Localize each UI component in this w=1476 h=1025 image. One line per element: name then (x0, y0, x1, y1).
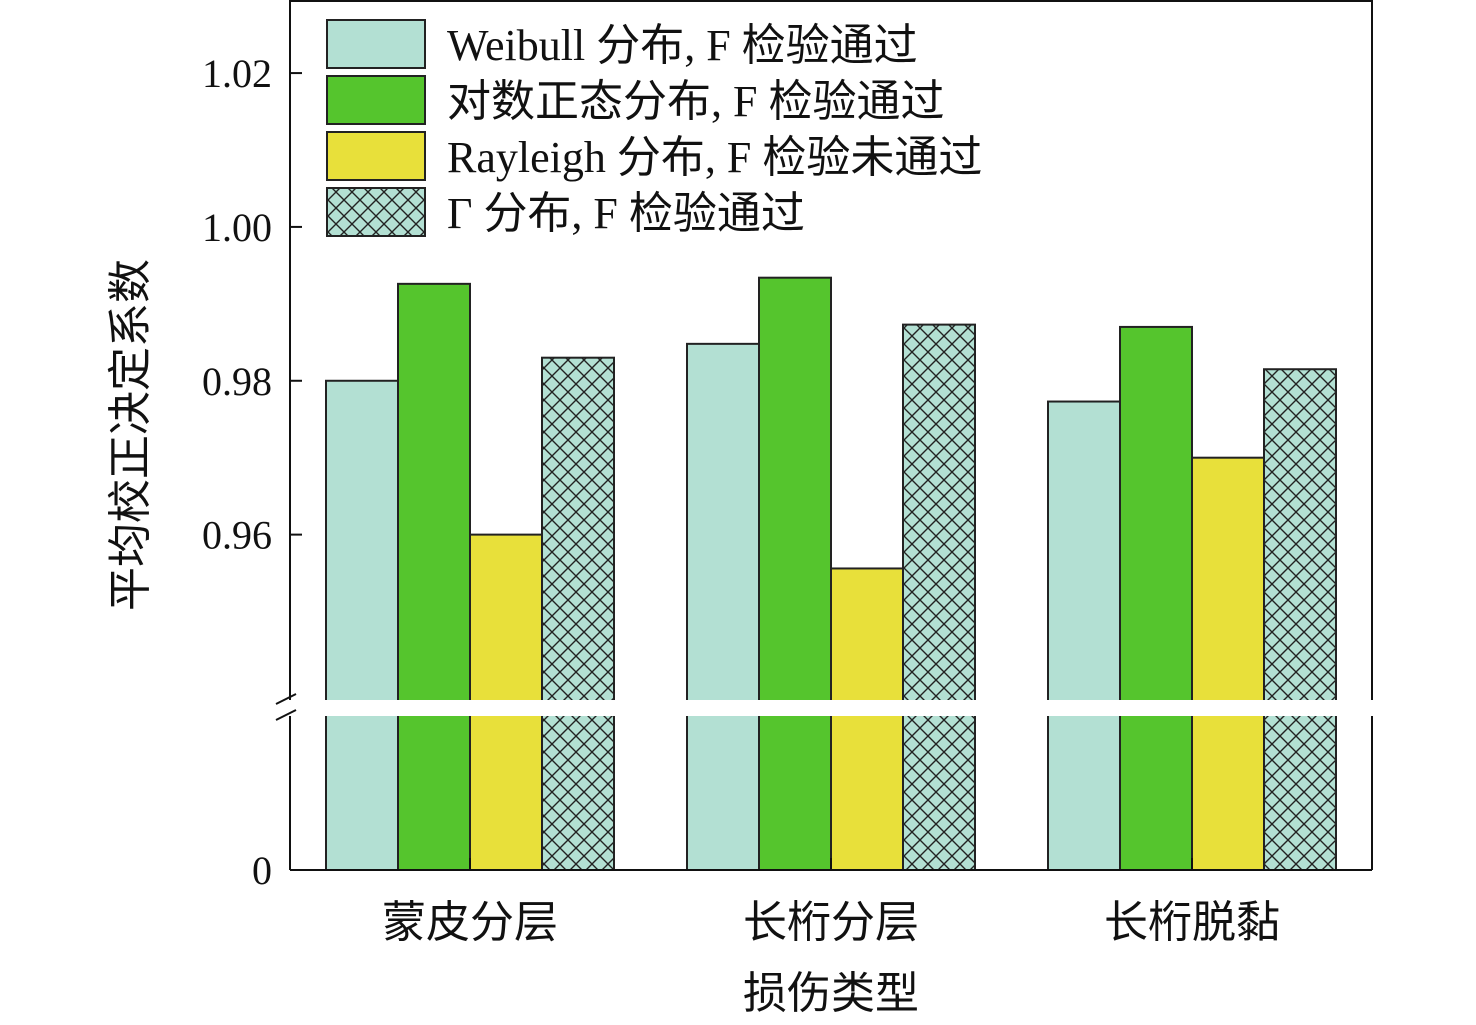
x-axis-title: 损伤类型 (743, 968, 919, 1019)
bars-layer (289, 276, 1373, 872)
bar-2-3 (1119, 325, 1193, 871)
y-tick-label: 1.02 (202, 51, 272, 96)
bar-1-2 (686, 342, 760, 872)
legend-label-4: Γ 分布, F 检验通过 (447, 189, 805, 238)
axis-break-gap (289, 700, 1373, 716)
y-tick-label: 0.98 (202, 359, 272, 404)
bar-3-3 (1191, 456, 1265, 871)
bar-4-2 (902, 323, 976, 872)
legend-label-3: Rayleigh 分布, F 检验未通过 (447, 133, 982, 182)
x-tick-label: 蒙皮分层 (382, 897, 558, 948)
bar-2-2 (758, 276, 832, 871)
legend-swatch-3 (326, 131, 426, 181)
x-tick-label: 长桁脱黏 (1104, 897, 1280, 948)
legend-label-2: 对数正态分布, F 检验通过 (447, 77, 944, 126)
bar-1-1 (325, 379, 399, 871)
x-tick-label: 长桁分层 (743, 897, 919, 948)
legend-swatch-4 (326, 187, 426, 237)
y-tick-label: 0.96 (202, 513, 272, 558)
legend-swatch-1 (326, 19, 426, 69)
y-axis-title: 平均校正决定系数 (105, 259, 156, 611)
bar-2-1 (397, 282, 471, 872)
bar-4-1 (541, 356, 615, 871)
y-tick-label: 1.00 (202, 205, 272, 250)
break-mark-1 (275, 693, 297, 705)
legend-swatch-2 (326, 75, 426, 125)
y-tick-label: 0 (252, 848, 272, 893)
bar-4-3 (1263, 368, 1337, 871)
axes-layer (275, 0, 1373, 871)
bar-3-2 (830, 567, 904, 871)
break-mark-2 (275, 709, 297, 721)
legend-label-1: Weibull 分布, F 检验通过 (447, 21, 918, 70)
bar-1-3 (1047, 400, 1121, 871)
